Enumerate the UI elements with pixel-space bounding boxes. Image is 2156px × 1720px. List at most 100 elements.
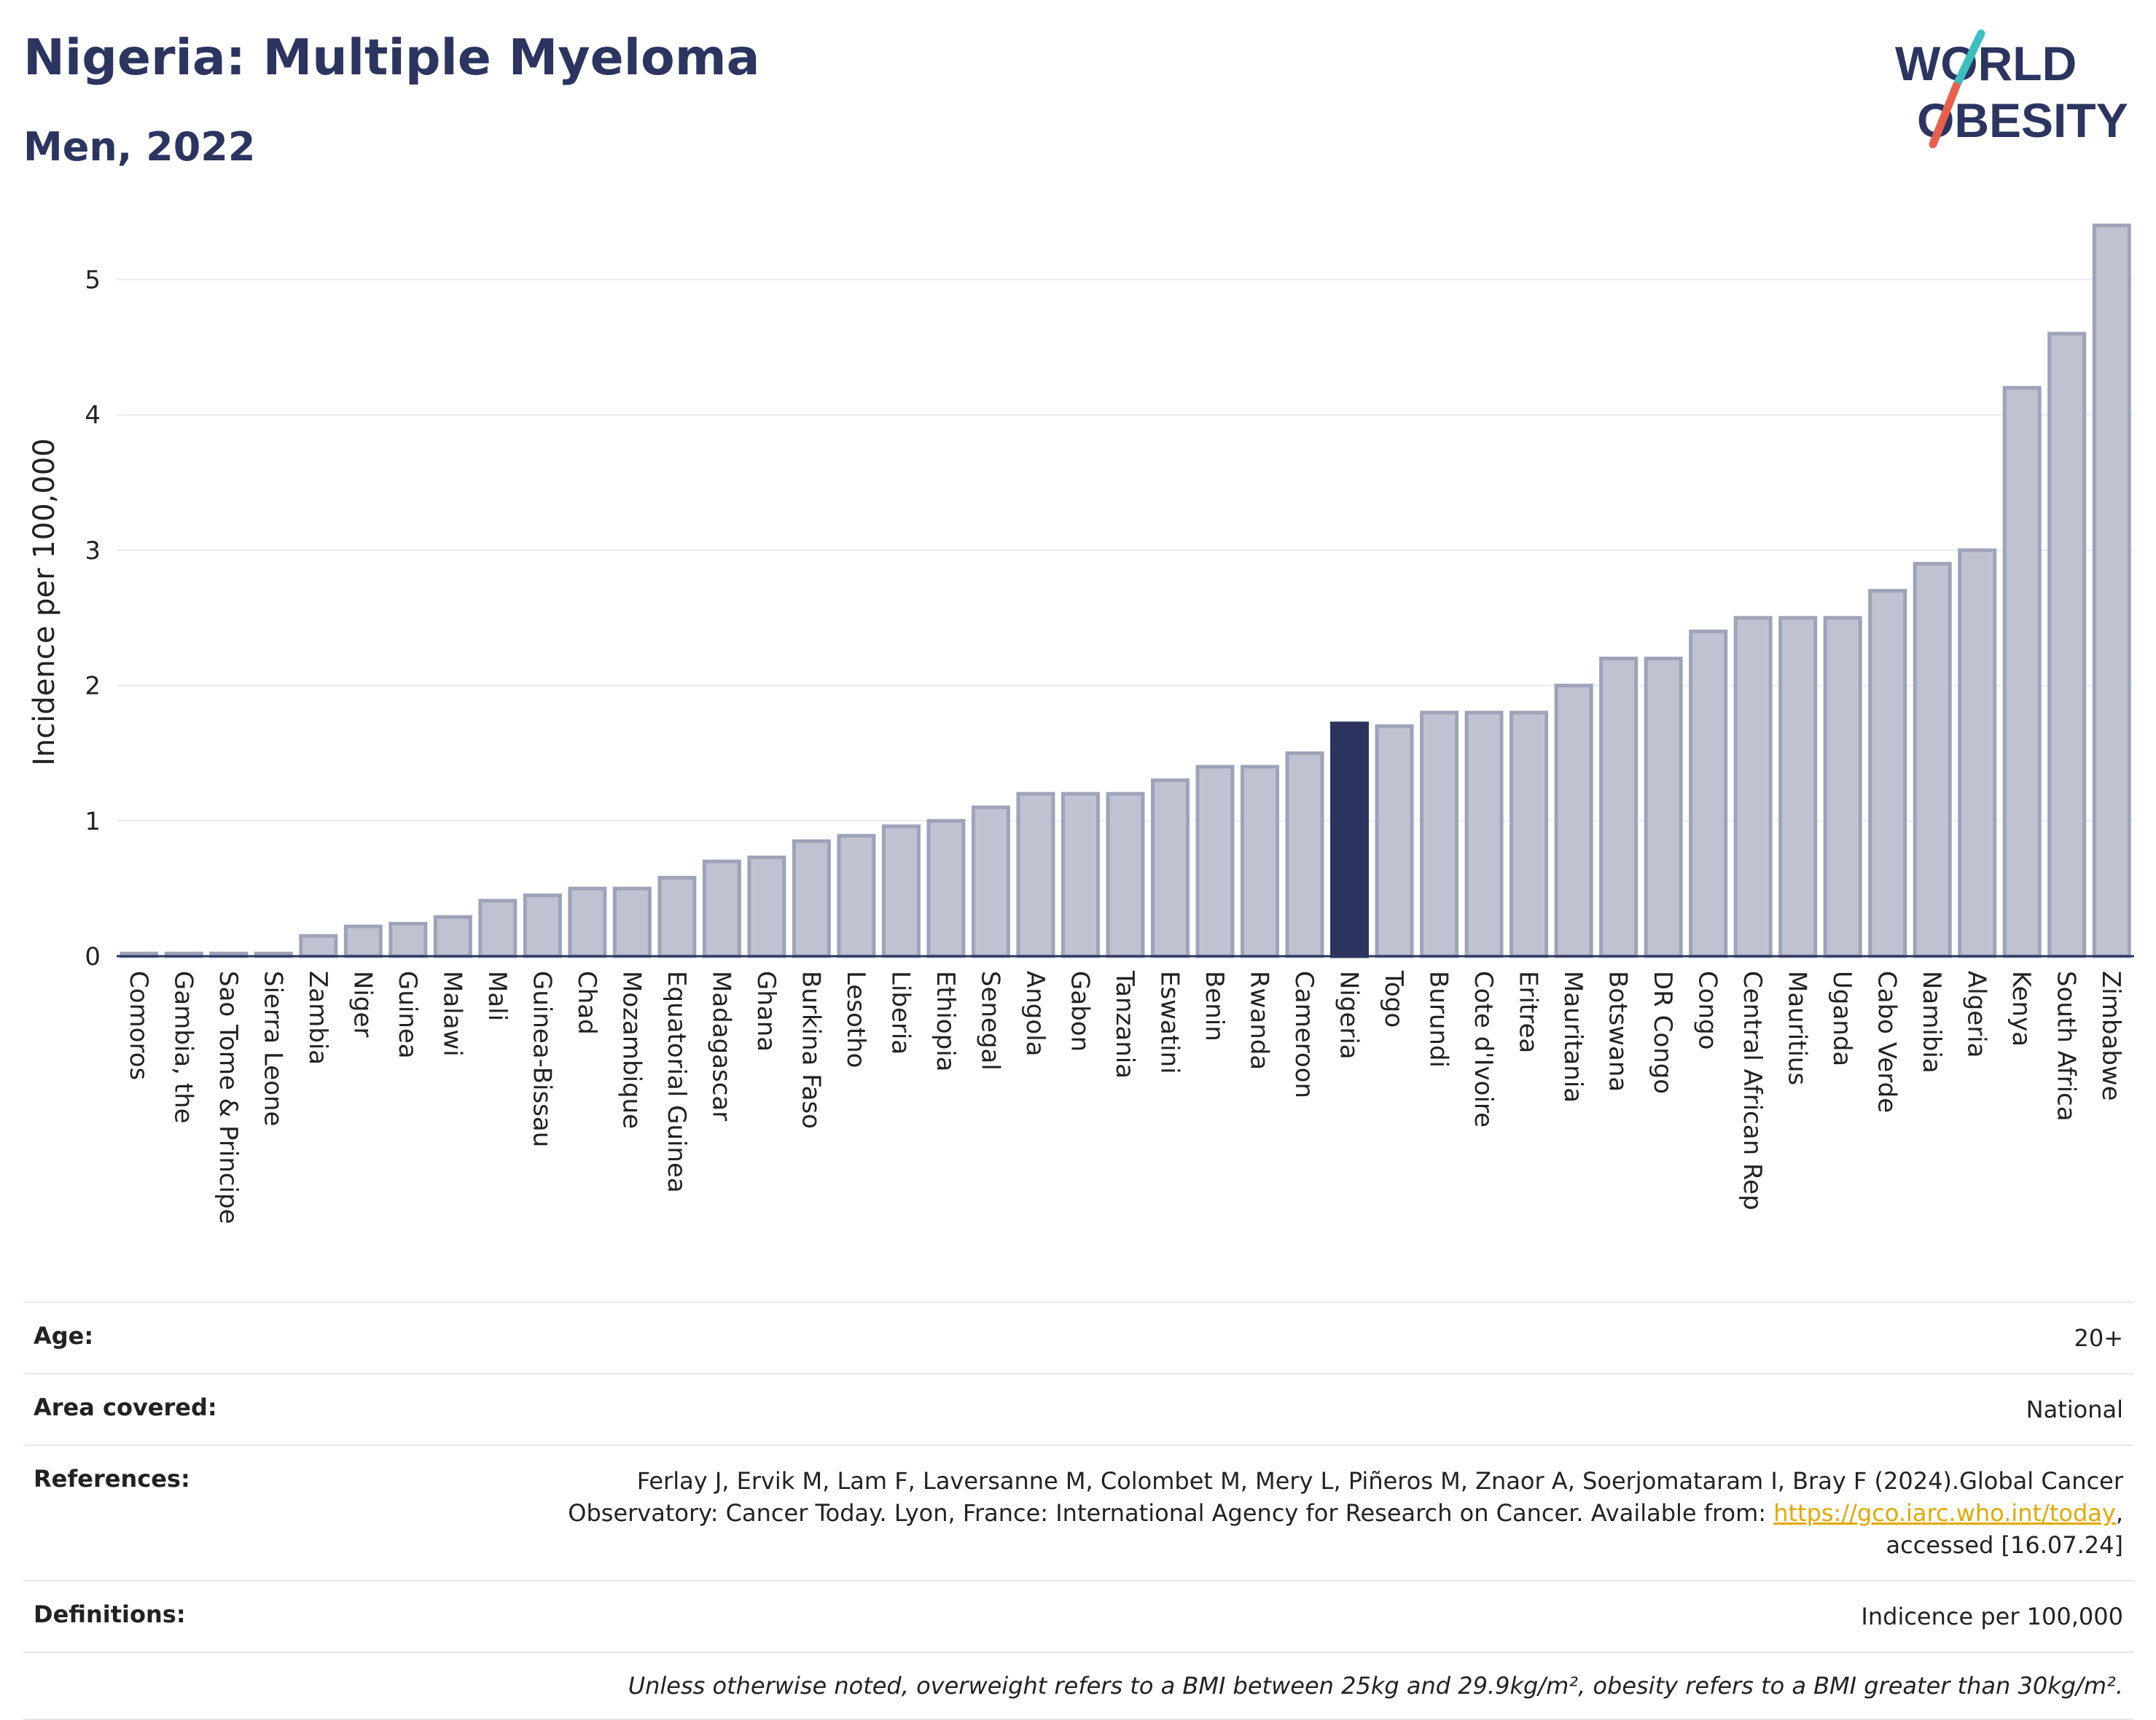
- page-title: Nigeria: Multiple Myeloma: [23, 29, 760, 87]
- world-obesity-logo: WORLD OBESITY: [1895, 29, 2128, 149]
- x-tick-label: Algeria: [1962, 971, 1991, 1058]
- meta-row-age: Age: 20+: [23, 1302, 2133, 1373]
- bar-angola: [1016, 791, 1055, 958]
- bar-equatorial-guinea: [657, 875, 697, 958]
- bar-chart: 0 1 2 3 4 5 Comoros Gambia, the Sao Tome & Prin…: [28, 223, 2134, 1224]
- bar-burkina-faso: [792, 839, 831, 958]
- x-tick-label: Cameroon: [1289, 971, 1319, 1098]
- bar-rwanda: [1241, 765, 1280, 958]
- bar-botswana: [1599, 656, 1639, 958]
- x-tick-label: Gambia, the: [168, 971, 198, 1124]
- bar-congo: [1689, 629, 1728, 958]
- bar-central-african-rep: [1733, 616, 1773, 958]
- definitions-label: Definitions:: [34, 1600, 186, 1628]
- metadata-table: Age: 20+ Area covered: National Referenc…: [23, 1302, 2133, 1720]
- bars: [120, 223, 2131, 958]
- x-tick-label: South Africa: [2052, 971, 2081, 1122]
- y-tick-label: 0: [85, 942, 101, 972]
- page-subtitle: Men, 2022: [23, 124, 256, 170]
- references-link[interactable]: https://gco.iarc.who.int/today: [1773, 1499, 2116, 1527]
- y-tick-label: 3: [85, 536, 101, 566]
- bar-zambia: [299, 934, 338, 958]
- bar-eritrea: [1509, 711, 1549, 958]
- bar-senegal: [971, 805, 1010, 958]
- logo-slash-bottom: [1929, 82, 1961, 149]
- x-tick-label: Niger: [348, 971, 377, 1037]
- x-tick-label: Eritrea: [1514, 971, 1543, 1053]
- x-tick-label: Cote d'Ivoire: [1469, 971, 1498, 1127]
- bar-kenya: [2002, 386, 2042, 958]
- bar-mali: [478, 899, 517, 958]
- bar-chad: [568, 886, 607, 958]
- x-tick-label: Congo: [1693, 971, 1722, 1049]
- x-tick-label: Mali: [483, 971, 512, 1021]
- x-tick-label: Liberia: [886, 971, 915, 1055]
- x-tick-label: Mauritius: [1783, 971, 1812, 1085]
- x-tick-label: Rwanda: [1245, 971, 1274, 1070]
- x-tick-label: Senegal: [975, 971, 1004, 1071]
- bar-ghana: [747, 855, 786, 958]
- references-line1: Ferlay J, Ervik M, Lam F, Laversanne M, …: [636, 1467, 2123, 1495]
- x-tick-label: Namibia: [1917, 971, 1946, 1074]
- age-value: 20+: [2074, 1324, 2123, 1352]
- x-tick-label: Madagascar: [706, 971, 735, 1121]
- bar-zimbabwe: [2092, 223, 2131, 958]
- bar-cameroon: [1285, 751, 1324, 958]
- references-line2-end: ,: [2115, 1499, 2123, 1527]
- bar-eswatini: [1151, 778, 1190, 958]
- meta-row-note: Unless otherwise noted, overweight refer…: [23, 1651, 2133, 1720]
- x-tick-label: Comoros: [124, 971, 153, 1080]
- y-tick-label: 4: [85, 401, 101, 430]
- bar-ethiopia: [926, 818, 966, 958]
- x-tick-label: Botswana: [1604, 971, 1633, 1092]
- x-tick-label: Equatorial Guinea: [662, 971, 691, 1193]
- bar-togo: [1375, 724, 1414, 958]
- bar-dr-congo: [1644, 656, 1683, 958]
- x-tick-label: Eswatini: [1155, 971, 1184, 1074]
- bar-guinea: [388, 921, 428, 958]
- y-axis-ticks: 0 1 2 3 4 5: [85, 266, 101, 972]
- x-tick-label: Chad: [572, 971, 601, 1035]
- x-axis-labels: Comoros Gambia, the Sao Tome & Principe Sie…: [124, 970, 2125, 1224]
- x-tick-label: Ghana: [751, 971, 781, 1052]
- x-tick-label: Togo: [1379, 970, 1408, 1028]
- y-axis-title: Incidence per 100,000: [28, 438, 61, 766]
- bar-madagascar: [702, 859, 741, 958]
- x-tick-label: DR Congo: [1648, 971, 1677, 1094]
- x-tick-label: Zambia: [303, 971, 332, 1065]
- bar-mauritania: [1554, 684, 1593, 958]
- area-value: National: [2026, 1396, 2123, 1423]
- bar-nigeria: [1330, 722, 1370, 958]
- y-tick-label: 2: [85, 672, 101, 701]
- bar-algeria: [1958, 548, 1997, 958]
- bmi-note: Unless otherwise noted, overweight refer…: [628, 1672, 2123, 1700]
- bar-south-africa: [2047, 332, 2087, 958]
- references-value: Ferlay J, Ervik M, Lam F, Laversanne M, …: [568, 1465, 2123, 1561]
- bar-guinea-bissau: [523, 893, 562, 958]
- bar-gabon: [1061, 791, 1100, 958]
- x-tick-label: Gabon: [1065, 971, 1094, 1052]
- x-tick-label: Sao Tome & Principe: [214, 971, 243, 1224]
- y-tick-label: 1: [85, 807, 101, 836]
- bar-niger: [343, 924, 383, 958]
- bar-benin: [1195, 765, 1235, 958]
- x-tick-label: Benin: [1200, 971, 1229, 1041]
- bar-cabo-verde: [1868, 589, 1907, 958]
- bar-mozambique: [612, 886, 652, 958]
- meta-row-definitions: Definitions: Indicence per 100,000: [23, 1580, 2133, 1651]
- bar-cote-d-ivoire: [1464, 711, 1504, 958]
- x-tick-label: Mauritania: [1558, 971, 1587, 1103]
- x-tick-label: Guinea: [393, 971, 422, 1059]
- bar-tanzania: [1106, 791, 1145, 958]
- x-tick-label: Mozambique: [617, 971, 646, 1129]
- x-tick-label: Burundi: [1424, 971, 1453, 1068]
- y-tick-label: 5: [85, 266, 101, 295]
- meta-row-area: Area covered: National: [23, 1373, 2133, 1445]
- x-tick-label: Guinea-Bissau: [527, 971, 556, 1147]
- references-line2: Observatory: Cancer Today. Lyon, France:…: [568, 1499, 1774, 1527]
- bar-burundi: [1420, 711, 1459, 958]
- bar-malawi: [433, 915, 472, 958]
- x-tick-label: Ethiopia: [931, 971, 960, 1071]
- references-label: References:: [34, 1465, 190, 1493]
- bar-liberia: [881, 824, 921, 958]
